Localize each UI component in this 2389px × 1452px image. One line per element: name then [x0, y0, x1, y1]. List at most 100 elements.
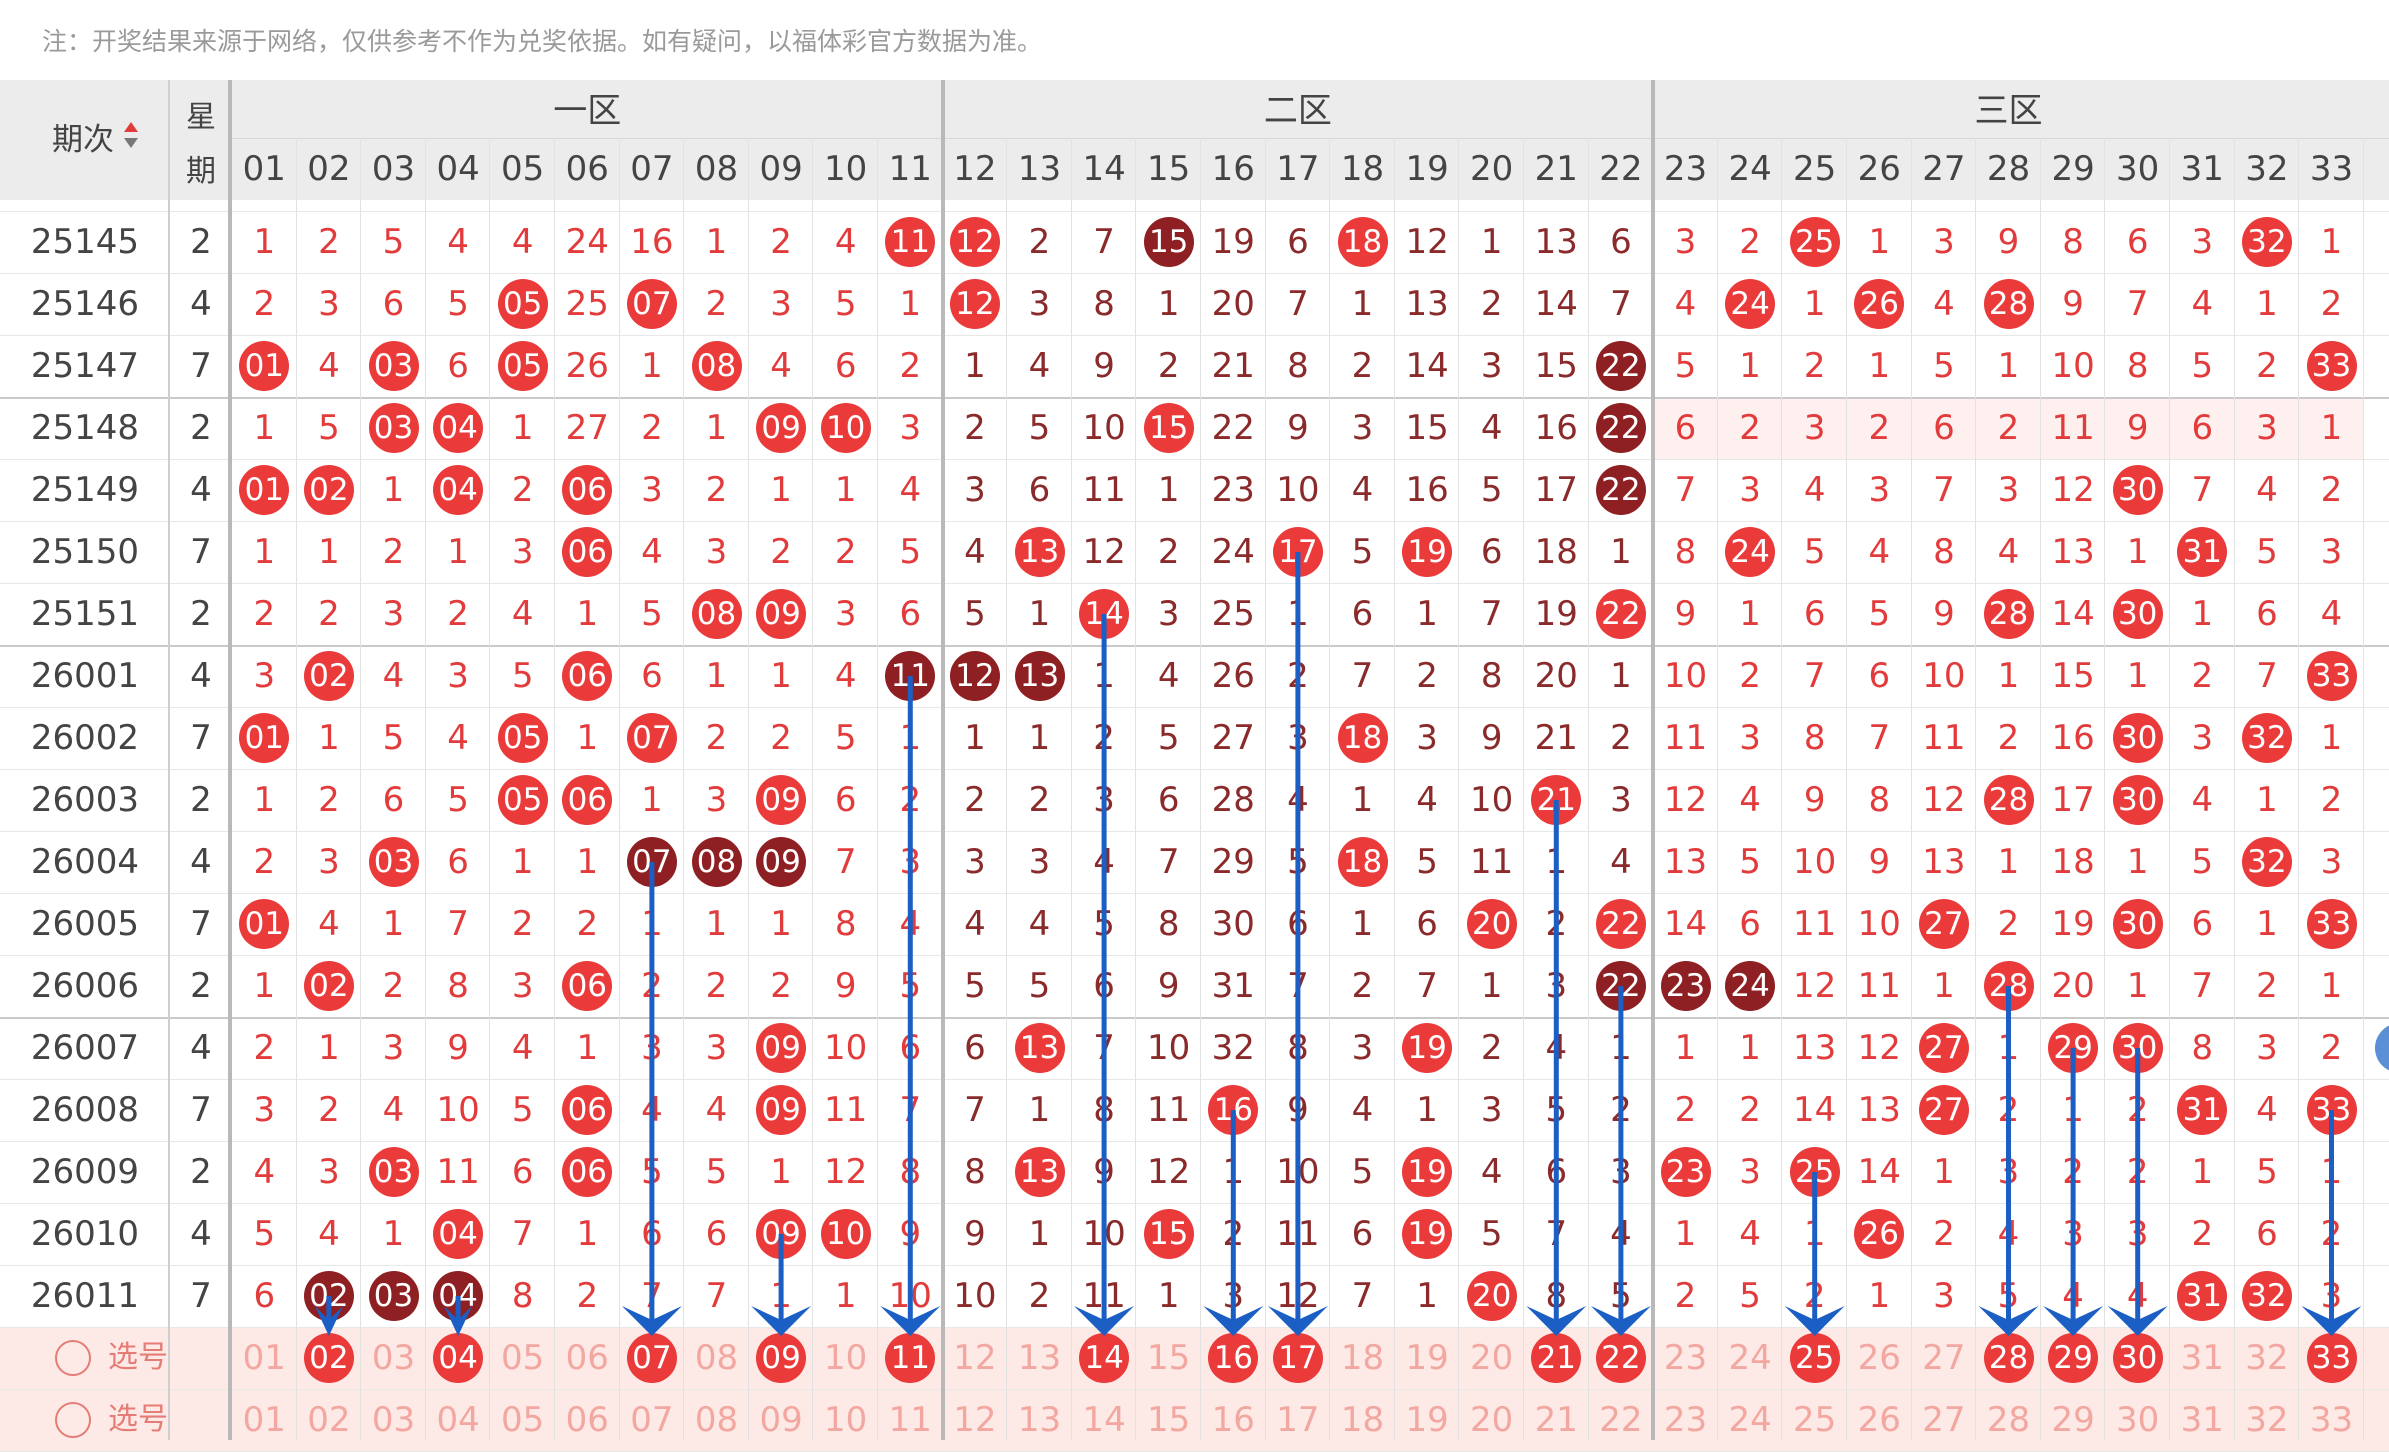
pick-number[interactable]: 12 — [953, 1400, 997, 1440]
pick-number-selected[interactable]: 14 — [1079, 1333, 1130, 1383]
pick-number-selected[interactable]: 33 — [2306, 1333, 2357, 1383]
number-header: 06 — [565, 149, 609, 189]
pick-number[interactable]: 24 — [1728, 1338, 1772, 1378]
pick-number[interactable]: 18 — [1340, 1338, 1385, 1378]
pick-number[interactable]: 22 — [1599, 1400, 1643, 1440]
column-divider — [2104, 138, 2106, 1440]
row-divider — [0, 769, 2389, 770]
pick-number[interactable]: 10 — [824, 1338, 868, 1378]
omission-count: 5 — [1803, 532, 1826, 572]
pick-row-label[interactable]: 选号 — [108, 1340, 168, 1375]
omission-count: 4 — [1674, 284, 1697, 324]
pick-number[interactable]: 05 — [501, 1338, 545, 1378]
pick-number-selected[interactable]: 07 — [626, 1333, 677, 1383]
omission-count: 1 — [1028, 1090, 1051, 1130]
pick-number[interactable]: 17 — [1276, 1400, 1320, 1440]
pick-number[interactable]: 32 — [2245, 1400, 2289, 1440]
pick-number[interactable]: 29 — [2051, 1400, 2095, 1440]
pick-number[interactable]: 06 — [565, 1338, 609, 1378]
pick-number[interactable]: 06 — [565, 1400, 609, 1440]
pick-number-selected[interactable]: 28 — [1983, 1333, 2034, 1383]
pick-number-selected[interactable]: 16 — [1208, 1333, 1259, 1383]
pick-number[interactable]: 01 — [242, 1400, 286, 1440]
pick-number[interactable]: 19 — [1405, 1400, 1449, 1440]
pick-number[interactable]: 11 — [888, 1400, 932, 1440]
pick-number[interactable]: 02 — [307, 1400, 351, 1440]
omission-count: 1 — [1674, 1028, 1697, 1068]
pick-number[interactable]: 03 — [371, 1400, 416, 1440]
pick-number[interactable]: 09 — [759, 1400, 803, 1440]
pick-number[interactable]: 13 — [1017, 1400, 1062, 1440]
pick-number[interactable]: 08 — [694, 1338, 739, 1378]
winning-number-ball: 08 — [691, 837, 742, 887]
pick-number[interactable]: 27 — [1922, 1400, 1966, 1440]
column-divider — [618, 138, 620, 1440]
pick-radio-button[interactable] — [55, 1340, 91, 1376]
pick-number[interactable]: 24 — [1728, 1400, 1772, 1440]
omission-count: 1 — [964, 718, 986, 758]
omission-count: 2 — [318, 780, 340, 820]
omission-count: 2 — [447, 594, 469, 634]
week-day: 2 — [190, 594, 212, 634]
pick-number[interactable]: 14 — [1082, 1400, 1126, 1440]
pick-number[interactable]: 19 — [1405, 1338, 1449, 1378]
omission-count: 5 — [1739, 842, 1761, 882]
pick-number[interactable]: 18 — [1340, 1400, 1385, 1440]
pick-number[interactable]: 20 — [1470, 1338, 1514, 1378]
pick-number-selected[interactable]: 09 — [756, 1333, 807, 1383]
omission-count: 10 — [1663, 656, 1708, 696]
winning-number-ball: 24 — [1725, 961, 1776, 1011]
omission-count: 4 — [964, 532, 986, 572]
pick-number[interactable]: 15 — [1147, 1400, 1191, 1440]
pick-number[interactable]: 16 — [1211, 1400, 1255, 1440]
pick-number[interactable]: 03 — [371, 1338, 416, 1378]
pick-number[interactable]: 26 — [1857, 1338, 1901, 1378]
pick-number-selected[interactable]: 30 — [2112, 1333, 2163, 1383]
pick-number[interactable]: 10 — [824, 1400, 868, 1440]
pick-number[interactable]: 07 — [630, 1400, 674, 1440]
pick-number-selected[interactable]: 22 — [1595, 1333, 1646, 1383]
omission-count: 2 — [964, 780, 986, 820]
pick-number[interactable]: 23 — [1663, 1338, 1708, 1378]
omission-count: 1 — [2256, 904, 2278, 944]
pick-number[interactable]: 08 — [694, 1400, 739, 1440]
omission-count: 6 — [1480, 532, 1503, 572]
pick-number[interactable]: 21 — [1534, 1400, 1578, 1440]
trend-arrow-head-icon — [1203, 1306, 1264, 1336]
pick-number-selected[interactable]: 02 — [303, 1333, 354, 1383]
trend-arrow-head-icon — [1590, 1306, 1651, 1336]
pick-number[interactable]: 01 — [242, 1338, 286, 1378]
pick-number[interactable]: 26 — [1857, 1400, 1901, 1440]
omission-count: 6 — [447, 346, 469, 386]
omission-count: 5 — [253, 1214, 276, 1254]
pick-number[interactable]: 05 — [501, 1400, 545, 1440]
pick-number[interactable]: 27 — [1922, 1338, 1966, 1378]
issue-column-header[interactable]: 期次 — [0, 80, 170, 200]
pick-radio-button[interactable] — [55, 1402, 91, 1438]
winning-number-ball: 04 — [433, 403, 484, 453]
omission-count: 15 — [1534, 346, 1578, 386]
pick-number[interactable]: 28 — [1986, 1400, 2031, 1440]
winning-number-ball: 02 — [303, 651, 354, 701]
pick-number-selected[interactable]: 11 — [885, 1333, 936, 1383]
pick-number[interactable]: 25 — [1793, 1400, 1837, 1440]
pick-number[interactable]: 30 — [2116, 1400, 2160, 1440]
pick-number[interactable]: 15 — [1147, 1338, 1191, 1378]
pick-number-selected[interactable]: 29 — [2048, 1333, 2099, 1383]
pick-number-selected[interactable]: 25 — [1789, 1333, 1840, 1383]
pick-row-label[interactable]: 选号 — [108, 1402, 168, 1437]
week-day: 2 — [190, 408, 212, 448]
pick-number[interactable]: 31 — [2180, 1338, 2224, 1378]
pick-number[interactable]: 12 — [953, 1338, 997, 1378]
pick-number[interactable]: 32 — [2245, 1338, 2289, 1378]
pick-number[interactable]: 20 — [1470, 1400, 1514, 1440]
pick-number[interactable]: 33 — [2309, 1400, 2354, 1440]
pick-number[interactable]: 04 — [436, 1400, 480, 1440]
pick-number[interactable]: 31 — [2180, 1400, 2224, 1440]
pick-number-selected[interactable]: 04 — [433, 1333, 484, 1383]
number-header: 33 — [2309, 149, 2354, 189]
pick-number-selected[interactable]: 21 — [1531, 1333, 1582, 1383]
pick-number-selected[interactable]: 17 — [1272, 1333, 1323, 1383]
pick-number[interactable]: 13 — [1017, 1338, 1062, 1378]
pick-number[interactable]: 23 — [1663, 1400, 1708, 1440]
